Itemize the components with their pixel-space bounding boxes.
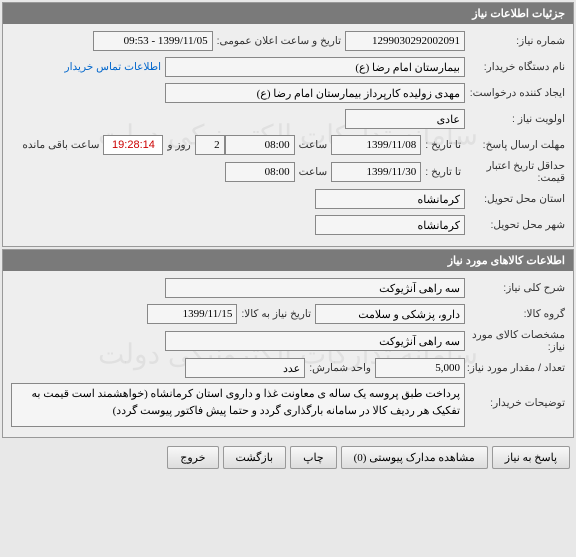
button-bar: پاسخ به نیاز مشاهده مدارک پیوستی (0) چاپ…: [0, 440, 576, 475]
priority-field: [345, 109, 465, 129]
requester-label: ایجاد کننده درخواست:: [465, 87, 565, 99]
validity-to-label: تا تاریخ :: [425, 166, 461, 178]
province-field: [315, 189, 465, 209]
city-field: [315, 215, 465, 235]
goods-desc-label: شرح کلی نیاز:: [465, 282, 565, 294]
goods-group-label: گروه کالا:: [465, 308, 565, 320]
back-button[interactable]: بازگشت: [223, 446, 287, 469]
deadline-time-label: ساعت: [299, 139, 328, 151]
goods-spec-label: مشخصات کالای مورد نیاز:: [465, 329, 565, 353]
deadline-time-field: [225, 135, 295, 155]
need-number-label: شماره نیاز:: [465, 35, 565, 47]
city-label: شهر محل تحویل:: [465, 219, 565, 231]
province-label: استان محل تحویل:: [465, 193, 565, 205]
to-date-label: تا تاریخ :: [425, 139, 461, 151]
validity-time-field: [225, 162, 295, 182]
priority-label: اولویت نیاز :: [465, 113, 565, 125]
buyer-contact-link[interactable]: اطلاعات تماس خریدار: [65, 61, 161, 73]
goods-desc-field: [165, 278, 465, 298]
need-info-panel: جزئیات اطلاعات نیاز سامانه تدارکات الکتر…: [2, 2, 574, 247]
deadline-label: مهلت ارسال پاسخ:: [465, 139, 565, 151]
attachments-button[interactable]: مشاهده مدارک پیوستی (0): [341, 446, 488, 469]
goods-info-header: اطلاعات کالاهای مورد نیاز: [3, 250, 573, 271]
goods-info-body: سامانه تدارکات الکترونیکی دولت شرح کلی ن…: [3, 271, 573, 437]
print-button[interactable]: چاپ: [290, 446, 337, 469]
validity-date-field: [331, 162, 421, 182]
remain-label: ساعت باقی مانده: [22, 139, 99, 151]
goods-notes-field: [11, 383, 465, 427]
need-by-field: [147, 304, 237, 324]
need-info-header: جزئیات اطلاعات نیاز: [3, 3, 573, 24]
days-remaining-field: [195, 135, 225, 155]
goods-qty-field: [375, 358, 465, 378]
announce-label: تاریخ و ساعت اعلان عمومی:: [217, 35, 341, 47]
need-number-field: [345, 31, 465, 51]
need-info-body: سامانه تدارکات الکترونیکی دولت شماره نیا…: [3, 24, 573, 246]
reply-button[interactable]: پاسخ به نیاز: [492, 446, 570, 469]
goods-notes-label: توضیحات خریدار:: [465, 383, 565, 409]
unit-field: [185, 358, 305, 378]
countdown-timer: 19:28:14: [103, 135, 163, 155]
goods-group-field: [315, 304, 465, 324]
requester-field: [165, 83, 465, 103]
need-by-label: تاریخ نیاز به کالا:: [241, 308, 311, 320]
announce-field: [93, 31, 213, 51]
days-label: روز و: [167, 139, 190, 151]
goods-spec-field: [165, 331, 465, 351]
validity-label: حداقل تاریخ اعتبار قیمت:: [465, 160, 565, 184]
goods-info-panel: اطلاعات کالاهای مورد نیاز سامانه تدارکات…: [2, 249, 574, 438]
validity-time-label: ساعت: [299, 166, 328, 178]
unit-label: واحد شمارش:: [309, 362, 371, 374]
goods-qty-label: تعداد / مقدار مورد نیاز:: [465, 362, 565, 374]
buyer-field: [165, 57, 465, 77]
buyer-label: نام دستگاه خریدار:: [465, 61, 565, 73]
exit-button[interactable]: خروج: [167, 446, 218, 469]
deadline-date-field: [331, 135, 421, 155]
